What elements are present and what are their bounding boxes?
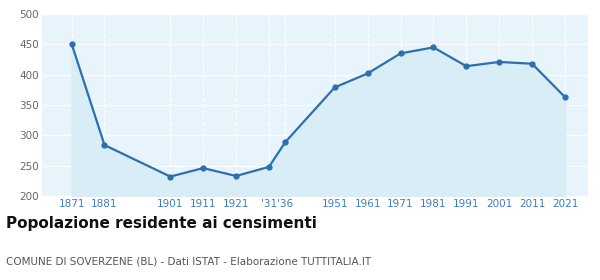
Text: COMUNE DI SOVERZENE (BL) - Dati ISTAT - Elaborazione TUTTITALIA.IT: COMUNE DI SOVERZENE (BL) - Dati ISTAT - … [6,256,371,267]
Text: Popolazione residente ai censimenti: Popolazione residente ai censimenti [6,216,317,231]
